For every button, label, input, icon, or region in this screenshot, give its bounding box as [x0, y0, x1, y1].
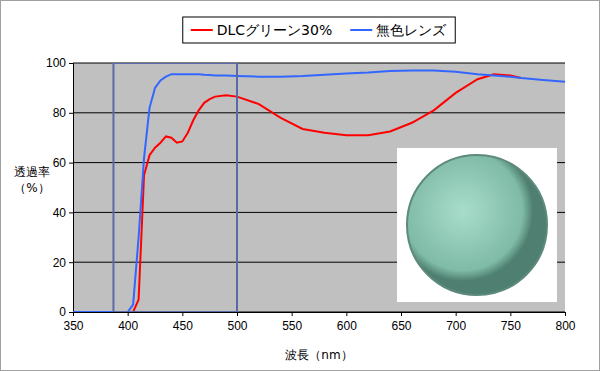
y-tick: 80 [53, 106, 73, 120]
x-tick-label: 550 [282, 319, 302, 333]
plot: 350 400 450 500 550 600 650 700 750 800 0 20 40 60 80 1… [46, 56, 576, 332]
y-tick-mark [69, 262, 73, 263]
y-tick: 20 [53, 256, 73, 270]
grid-line [73, 112, 565, 113]
lens [407, 155, 547, 295]
x-axis-line [74, 313, 566, 317]
y-tick: 100 [46, 56, 73, 70]
y-tick-label: 100 [46, 56, 66, 70]
y-tick-mark [69, 63, 73, 64]
x-tick-label: 700 [446, 319, 466, 333]
y-axis-line [69, 64, 74, 313]
x-tick: 550 [282, 312, 302, 333]
y-tick-mark [69, 113, 73, 114]
x-tick-label: 750 [501, 319, 521, 333]
x-axis-title: 波長（nm） [285, 348, 352, 362]
y-tick: 40 [53, 206, 73, 220]
x-tick-label: 450 [173, 319, 193, 333]
photo-background [397, 148, 557, 302]
legend-swatch [350, 29, 372, 31]
y-axis: 0 20 40 60 80 100 [46, 56, 74, 319]
y-tick-mark [69, 212, 73, 213]
x-tick: 600 [337, 312, 357, 333]
x-tick-mark [346, 312, 347, 316]
x-tick: 750 [501, 312, 521, 333]
x-tick: 400 [118, 312, 138, 333]
y-tick-mark [69, 312, 73, 313]
legend-item: DLCグリーン30% [191, 22, 332, 38]
legend: DLCグリーン30% 無色レンズ [183, 17, 455, 43]
chart-frame [1, 1, 600, 371]
y-tick-label: 20 [53, 256, 67, 270]
x-tick-label: 800 [555, 319, 575, 333]
x-tick-label: 400 [118, 319, 138, 333]
lens-photo [397, 148, 557, 302]
series-line [73, 70, 565, 312]
y-tick-label: 60 [53, 156, 67, 170]
x-tick: 700 [446, 312, 466, 333]
legend-swatch [191, 29, 213, 31]
x-tick-mark [237, 312, 238, 316]
y-axis-title: 透過率（%） [14, 165, 50, 195]
x-tick-mark [128, 312, 129, 316]
chart: 350 400 450 500 550 600 650 700 750 800 0 20 40 60 80 1… [0, 0, 600, 371]
x-tick: 800 [555, 312, 575, 333]
plot-background [73, 63, 565, 312]
y-tick-mark [69, 163, 73, 164]
y-tick-label: 80 [53, 106, 67, 120]
x-tick-mark [565, 312, 566, 316]
legend-item: 無色レンズ [350, 22, 447, 38]
legend-box [183, 17, 455, 43]
legend-label: DLCグリーン30% [217, 22, 332, 38]
x-tick-label: 500 [227, 319, 247, 333]
x-axis: 350 400 450 500 550 600 650 700 750 800 [63, 312, 575, 333]
legend-label: 無色レンズ [376, 22, 447, 38]
x-tick-mark [401, 312, 402, 316]
y-tick: 0 [59, 305, 73, 319]
x-tick-label: 650 [391, 319, 411, 333]
x-tick: 350 [63, 312, 83, 333]
x-tick-mark [510, 312, 511, 316]
x-tick: 500 [227, 312, 247, 333]
x-tick-label: 600 [337, 319, 357, 333]
x-tick: 450 [173, 312, 193, 333]
x-tick: 650 [391, 312, 411, 333]
grid [73, 63, 565, 312]
highlight-box [113, 63, 237, 312]
y-tick-label: 0 [59, 305, 66, 319]
x-tick-label: 350 [63, 319, 83, 333]
y-tick: 60 [53, 156, 73, 170]
x-tick-mark [182, 312, 183, 316]
x-tick-mark [456, 312, 457, 316]
y-tick-label: 40 [53, 206, 67, 220]
data-layer [73, 63, 565, 312]
x-tick-mark [292, 312, 293, 316]
